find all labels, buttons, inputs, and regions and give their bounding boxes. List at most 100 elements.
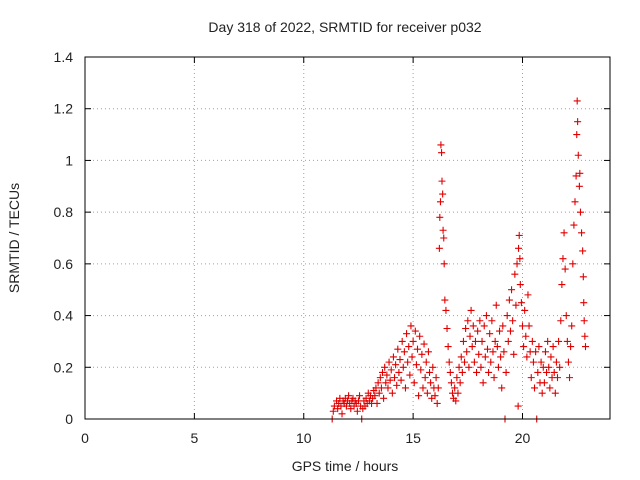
data-point [544, 337, 552, 345]
data-point [532, 348, 540, 356]
x-tick-label: 5 [190, 430, 198, 446]
data-point [478, 337, 486, 345]
data-point [468, 343, 476, 351]
data-point [417, 366, 425, 374]
data-point [566, 374, 574, 382]
data-point [513, 260, 521, 268]
y-tick-label: 0 [65, 411, 73, 427]
data-point [456, 379, 464, 387]
data-point [411, 327, 419, 335]
data-point [512, 301, 520, 309]
data-point [416, 332, 424, 340]
data-point [437, 141, 445, 149]
data-point [338, 410, 346, 418]
data-points [328, 97, 589, 423]
data-point [568, 322, 576, 330]
data-point [434, 384, 442, 392]
data-point [399, 363, 407, 371]
data-point [373, 399, 381, 407]
data-point [575, 182, 583, 190]
data-point [426, 368, 434, 376]
data-point [491, 337, 499, 345]
y-tick-label: 0.8 [54, 204, 74, 220]
data-point [442, 306, 450, 314]
y-tick-label: 0.4 [54, 308, 74, 324]
data-point [505, 296, 513, 304]
data-point [345, 392, 353, 400]
data-point [421, 374, 429, 382]
data-point [385, 358, 393, 366]
data-point [356, 392, 364, 400]
data-point [519, 322, 526, 330]
data-point [510, 350, 518, 358]
data-point [564, 358, 572, 366]
data-point [400, 348, 408, 356]
data-point [386, 376, 394, 384]
data-point [420, 340, 428, 348]
data-point [572, 172, 580, 180]
data-point [497, 353, 505, 361]
grid-lines [85, 57, 610, 419]
data-point [423, 389, 431, 397]
data-point [445, 358, 453, 366]
data-point [578, 229, 586, 237]
data-point [463, 348, 471, 356]
data-point [440, 260, 448, 268]
y-tick-label: 0.6 [54, 256, 74, 272]
data-point [550, 368, 558, 376]
data-point [436, 198, 444, 206]
data-point [498, 384, 506, 392]
data-point [429, 363, 437, 371]
data-point [480, 322, 488, 330]
y-tick-label: 1.4 [54, 49, 74, 65]
data-point [380, 394, 388, 402]
data-point [443, 325, 451, 332]
data-point [562, 312, 570, 320]
data-point [552, 358, 560, 366]
data-point [382, 379, 390, 387]
data-point [537, 358, 545, 366]
data-point [493, 343, 501, 351]
data-point [408, 353, 416, 361]
data-point [438, 177, 446, 185]
data-point [329, 407, 337, 415]
data-point [475, 350, 483, 358]
data-point [353, 407, 361, 415]
data-point [580, 299, 588, 307]
data-point [558, 281, 566, 289]
data-point [573, 131, 581, 139]
x-tick-label: 20 [515, 430, 531, 446]
data-point [534, 368, 542, 376]
data-point [403, 330, 411, 338]
data-point [571, 198, 579, 206]
data-point [397, 376, 405, 384]
data-point [496, 327, 504, 335]
data-point [379, 368, 386, 376]
data-point [502, 368, 510, 376]
data-point [522, 332, 530, 340]
data-point [446, 368, 454, 376]
data-point [509, 317, 517, 325]
data-point [557, 317, 565, 325]
data-point [503, 312, 511, 320]
data-point [484, 345, 491, 353]
data-point [527, 374, 535, 382]
data-point [567, 343, 575, 351]
data-point [528, 337, 536, 345]
data-point [500, 348, 508, 356]
data-point [555, 337, 563, 345]
data-point [441, 296, 449, 304]
data-point [516, 281, 524, 289]
data-point [452, 397, 460, 405]
data-point [427, 379, 435, 387]
data-point [395, 368, 403, 376]
data-point [404, 358, 412, 366]
data-point [549, 343, 557, 351]
data-point [381, 363, 389, 371]
data-point [418, 350, 426, 358]
data-point [540, 379, 548, 387]
y-axis-label: SRMTID / TECUs [6, 183, 22, 293]
y-tick-label: 1 [65, 152, 73, 168]
data-point [424, 348, 432, 356]
data-point [464, 317, 472, 325]
